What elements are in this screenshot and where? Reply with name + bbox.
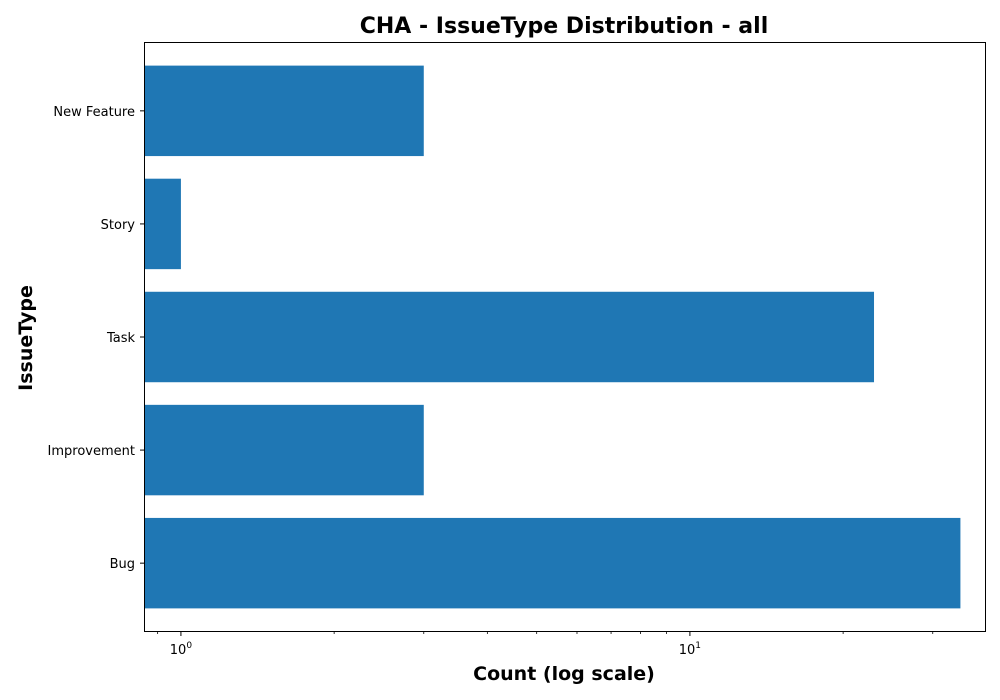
bars-group	[145, 65, 961, 609]
y-tick-label: Story	[101, 218, 136, 233]
x-axis-label: Count (log scale)	[473, 663, 655, 685]
bar-bug	[145, 517, 961, 609]
y-tick-label: Improvement	[48, 444, 135, 459]
x-tick-label: 101	[679, 641, 701, 658]
chart-title: CHA - IssueType Distribution - all	[360, 14, 768, 39]
y-axis: Bug Improvement Task Story New Feature	[48, 105, 145, 572]
y-tick-label: Task	[106, 331, 136, 346]
x-axis: 100 101	[157, 631, 934, 658]
bar-improvement	[145, 404, 424, 496]
y-tick-label: Bug	[110, 557, 135, 572]
bar-new-feature	[145, 65, 424, 157]
x-tick-label: 100	[170, 641, 193, 658]
y-tick-label: New Feature	[53, 105, 135, 120]
bar-story	[145, 178, 181, 270]
bar-task	[145, 291, 875, 383]
y-axis-label: IssueType	[15, 285, 37, 391]
